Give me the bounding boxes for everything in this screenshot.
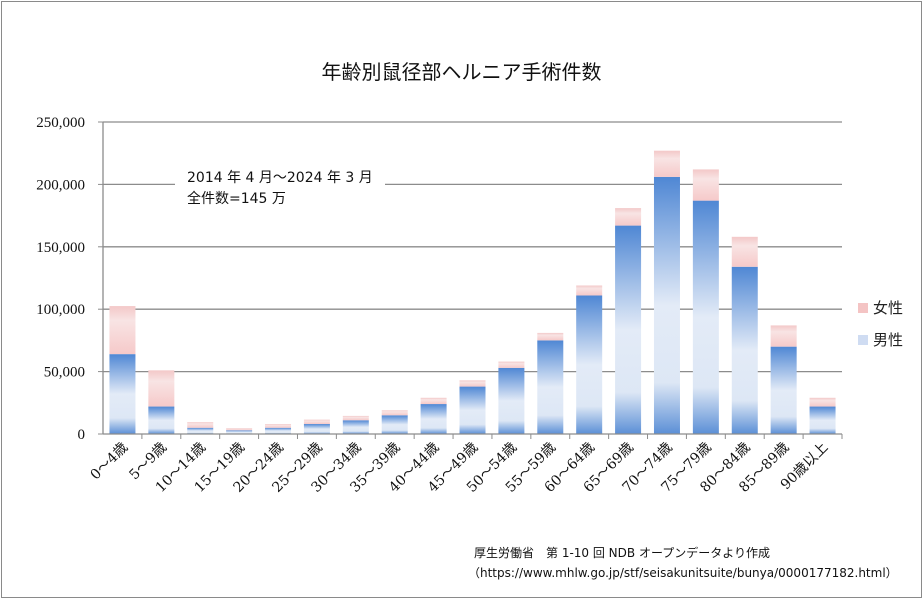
bar-female (653, 150, 680, 177)
legend-item-female: 女性 (858, 297, 903, 318)
bar-male (576, 295, 603, 434)
legend-item-male: 男性 (858, 329, 903, 350)
legend-swatch-female (858, 302, 868, 313)
bar-male (770, 346, 797, 434)
bar-male (692, 200, 719, 434)
bar-female (342, 415, 369, 421)
y-tick-label: 50,000 (44, 365, 85, 381)
bar-male (537, 340, 564, 434)
bar-female (381, 410, 408, 416)
bar-male (615, 225, 642, 434)
y-tick-label: 100,000 (36, 302, 85, 318)
bar-female (459, 380, 486, 387)
bar-male (809, 406, 836, 434)
chart-title: 年齢別鼠径部ヘルニア手術件数 (321, 60, 602, 84)
bar-male (265, 427, 292, 434)
bar-male (342, 420, 369, 434)
source-line-1: 厚生労働省 第 1-10 回 NDB オープンデータより作成 (474, 546, 770, 560)
bar-female (498, 361, 525, 368)
bar-female (109, 306, 136, 355)
y-tick-label: 0 (78, 427, 86, 443)
annotation-box: 2014 年 4 月～2024 年 3 月 全件数=145 万 (175, 166, 385, 212)
bar-female (187, 422, 214, 428)
annotation-period: 2014 年 4 月～2024 年 3 月 (187, 170, 373, 186)
bar-male (187, 427, 214, 434)
legend-swatch-male (858, 334, 868, 345)
y-tick-label: 150,000 (36, 240, 85, 256)
bar-male (109, 354, 136, 434)
bar-male (148, 406, 175, 434)
bar-female (615, 208, 642, 226)
bar-female (148, 370, 175, 407)
source-line-2: （https://www.mhlw.go.jp/stf/seisakunitsu… (468, 566, 898, 580)
bar-male (498, 367, 525, 434)
bar-male (420, 404, 447, 434)
bar-female (731, 236, 758, 267)
bar-male (459, 386, 486, 434)
bar-female (303, 419, 330, 425)
bar-female (537, 332, 564, 341)
bar-male (381, 415, 408, 434)
bar-female (265, 424, 292, 428)
bar-male (653, 176, 680, 435)
bar-female (809, 397, 836, 407)
bar-male (303, 424, 330, 434)
y-tick-label: 250,000 (36, 115, 85, 131)
legend-label-male: 男性 (873, 331, 904, 349)
x-tick-label: 0～4歳 (88, 440, 132, 484)
bar-female (770, 325, 797, 347)
bar-female (420, 397, 447, 405)
bar-female (692, 169, 719, 201)
bar-female (226, 428, 253, 431)
bar-male (226, 430, 253, 434)
source-note: 厚生労働省 第 1-10 回 NDB オープンデータより作成 （https://… (468, 543, 898, 583)
y-tick-label: 200,000 (36, 177, 85, 193)
annotation-total: 全件数=145 万 (187, 191, 286, 207)
bar-male (731, 266, 758, 434)
bar-female (576, 285, 603, 296)
legend-label-female: 女性 (873, 299, 904, 317)
